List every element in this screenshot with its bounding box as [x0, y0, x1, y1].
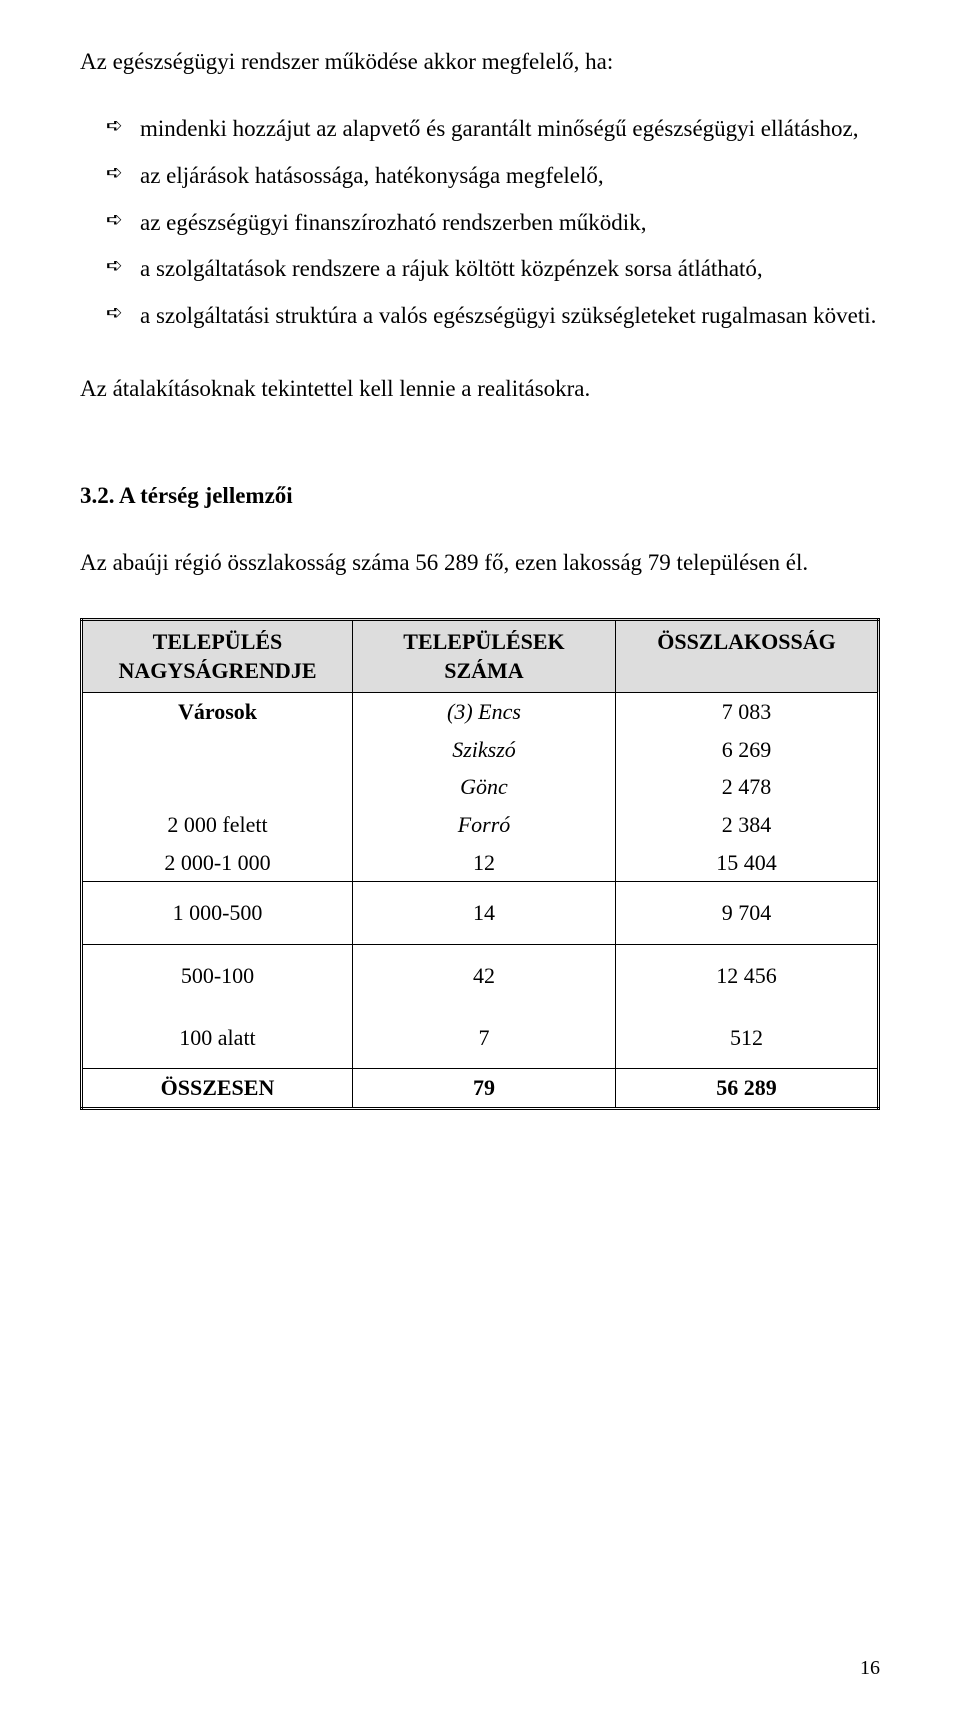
table-cell: 15 404	[615, 844, 878, 882]
section-heading: 3.2. A térség jellemzői	[80, 474, 880, 519]
table-total-row: ÖSSZESEN 79 56 289	[82, 1069, 879, 1109]
arrow-icon: ➪	[106, 154, 140, 193]
intro-paragraph: Az egészségügyi rendszer működése akkor …	[80, 40, 880, 85]
table-cell: 14	[352, 882, 615, 945]
table-row: 100 alatt 7 512	[82, 1007, 879, 1069]
list-item-text: az eljárások hatásossága, hatékonysága m…	[140, 154, 880, 199]
table-cell-label: 1 000-500	[82, 882, 353, 945]
table-row: Városok (3) Encs 7 083	[82, 692, 879, 730]
settlement-table: TELEPÜLÉS NAGYSÁGRENDJE TELEPÜLÉSEK SZÁM…	[80, 618, 880, 1111]
table-header-cell: TELEPÜLÉS NAGYSÁGRENDJE	[82, 619, 353, 692]
table-cell: 6 269	[615, 731, 878, 769]
table-cell-empty	[82, 768, 353, 806]
table-cell: 12	[352, 844, 615, 882]
table-row: Szikszó 6 269	[82, 731, 879, 769]
table-row: Gönc 2 478	[82, 768, 879, 806]
table-cell-total: 56 289	[615, 1069, 878, 1109]
list-item-text: mindenki hozzájut az alapvető és garantá…	[140, 107, 880, 152]
table-header-cell: ÖSSZLAKOSSÁG	[615, 619, 878, 692]
table-cell: 2 478	[615, 768, 878, 806]
list-item: ➪ mindenki hozzájut az alapvető és garan…	[106, 107, 880, 152]
list-item-text: a szolgáltatási struktúra a valós egészs…	[140, 294, 880, 339]
bullet-list: ➪ mindenki hozzájut az alapvető és garan…	[80, 107, 880, 339]
table-cell: (3) Encs	[352, 692, 615, 730]
table-cell: 7	[352, 1007, 615, 1069]
table-cell-total-label: ÖSSZESEN	[82, 1069, 353, 1109]
list-item: ➪ a szolgáltatások rendszere a rájuk köl…	[106, 247, 880, 292]
table-row: 500-100 42 12 456	[82, 945, 879, 1007]
arrow-icon: ➪	[106, 247, 140, 286]
document-page: Az egészségügyi rendszer működése akkor …	[0, 0, 960, 1718]
table-cell-label: 2 000-1 000	[82, 844, 353, 882]
section-paragraph: Az abaúji régió összlakosság száma 56 28…	[80, 541, 880, 586]
table-header-cell: TELEPÜLÉSEK SZÁMA	[352, 619, 615, 692]
list-item: ➪ a szolgáltatási struktúra a valós egés…	[106, 294, 880, 339]
table-cell: 2 384	[615, 806, 878, 844]
table-cell-label: 500-100	[82, 945, 353, 1007]
table-cell: 512	[615, 1007, 878, 1069]
table-cell-label: Városok	[82, 692, 353, 730]
arrow-icon: ➪	[106, 201, 140, 240]
list-item: ➪ az egészségügyi finanszírozható rendsz…	[106, 201, 880, 246]
table-cell: 7 083	[615, 692, 878, 730]
arrow-icon: ➪	[106, 107, 140, 146]
list-item-text: az egészségügyi finanszírozható rendszer…	[140, 201, 880, 246]
table-cell: Szikszó	[352, 731, 615, 769]
table-row: 2 000 felett Forró 2 384	[82, 806, 879, 844]
table-cell: 9 704	[615, 882, 878, 945]
table-cell-label: 2 000 felett	[82, 806, 353, 844]
table-row: 2 000-1 000 12 15 404	[82, 844, 879, 882]
table-cell: 12 456	[615, 945, 878, 1007]
list-item: ➪ az eljárások hatásossága, hatékonysága…	[106, 154, 880, 199]
post-bullets-paragraph: Az átalakításoknak tekintettel kell lenn…	[80, 367, 880, 412]
table-cell-label: 100 alatt	[82, 1007, 353, 1069]
table-row: 1 000-500 14 9 704	[82, 882, 879, 945]
table-cell: Gönc	[352, 768, 615, 806]
table-cell-total: 79	[352, 1069, 615, 1109]
table-header-row: TELEPÜLÉS NAGYSÁGRENDJE TELEPÜLÉSEK SZÁM…	[82, 619, 879, 692]
table-cell: 42	[352, 945, 615, 1007]
page-number: 16	[860, 1649, 880, 1688]
table-cell-empty	[82, 731, 353, 769]
list-item-text: a szolgáltatások rendszere a rájuk költö…	[140, 247, 880, 292]
arrow-icon: ➪	[106, 294, 140, 333]
table-cell: Forró	[352, 806, 615, 844]
